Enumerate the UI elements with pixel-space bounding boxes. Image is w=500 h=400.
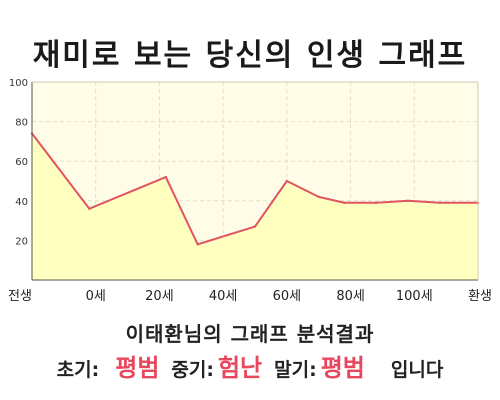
x-tick-label-2: 20세 — [145, 289, 174, 304]
data-point-9 — [374, 201, 378, 204]
x-tick-label-1: 0세 — [86, 289, 106, 304]
late-value: 평범 — [320, 354, 365, 382]
middle-value: 험난 — [217, 354, 263, 382]
result-tail: 입니다 — [390, 359, 444, 381]
analysis-result: 초기: 평범 중기: 험난 말기: 평범 입니다 — [0, 348, 500, 383]
data-point-1 — [88, 207, 91, 210]
x-tick-label-3: 40세 — [209, 289, 238, 304]
analysis-heading: 이태환님의 그래프 분석결과 — [125, 322, 375, 346]
early-label: 초기: — [56, 359, 100, 381]
life-graph-chart: 20 40 60 80 100 전생 0세 20세 40세 60세 80세 100세 환생 — [8, 78, 492, 304]
x-tick-label-4: 60세 — [273, 289, 302, 304]
y-tick-label-20: 20 — [15, 236, 28, 247]
y-tick-label-100: 100 — [9, 78, 28, 89]
data-point-2 — [164, 175, 167, 179]
middle-label: 중기: — [171, 359, 214, 381]
area-fill — [32, 133, 478, 280]
late-label: 말기: — [274, 359, 317, 381]
x-tick-label-5: 80세 — [336, 289, 365, 304]
y-tick-label-40: 40 — [15, 197, 28, 208]
x-tick-label-7: 환생 — [468, 289, 492, 304]
data-point-10 — [406, 199, 410, 202]
data-point-4 — [228, 233, 231, 236]
data-point-11 — [438, 201, 441, 204]
data-point-6 — [285, 179, 289, 183]
y-tick-label-60: 60 — [15, 157, 28, 168]
page-title: 재미로 보는 당신의 인생 그래프 — [32, 38, 468, 73]
x-tick-label-0: 전생 — [8, 289, 32, 304]
data-point-7 — [317, 195, 320, 199]
y-tick-label-80: 80 — [15, 118, 28, 129]
data-point-5 — [253, 225, 257, 228]
data-point-8 — [343, 201, 346, 204]
x-tick-label-6: 100세 — [396, 289, 433, 304]
early-value: 평범 — [115, 354, 160, 382]
data-point-3 — [196, 243, 199, 246]
